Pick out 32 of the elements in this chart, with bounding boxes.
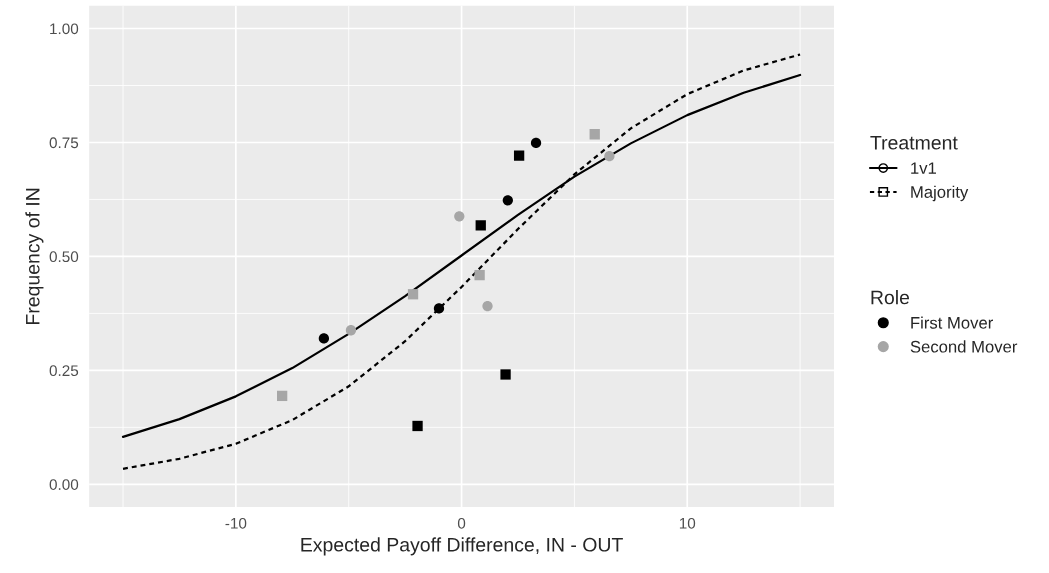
point [500,369,511,380]
point [604,150,615,162]
point [502,195,513,206]
y-tick-label: 0.25 [49,365,79,377]
point [433,303,445,314]
point [318,333,330,344]
text: Role [871,290,910,305]
x-tick-label: 10 [679,517,696,529]
legend-label: Majority [911,185,969,202]
point [530,137,542,149]
x-tick-label: -10 [225,517,247,529]
point [513,150,525,161]
legend-label: 1v1 [911,162,936,174]
y-axis-title: Frequency of IN [25,188,44,324]
legend-label: First Mover [911,316,993,329]
legend-label: Second Mover [910,340,1018,353]
point [589,129,600,140]
point [482,300,493,312]
point [276,390,288,402]
point [474,269,485,281]
text: Treatment [870,136,958,150]
y-tick-label: 0.75 [49,137,79,149]
point [475,220,486,231]
point [407,289,419,300]
y-tick-label: 0.00 [49,479,79,490]
y-tick-label: 0.50 [49,251,79,263]
point [412,420,423,432]
x-axis-title: Expected Payoff Difference, IN - OUT [301,537,623,556]
x-tick-label: 0 [457,517,466,529]
y-tick-label: 1.00 [50,23,79,35]
point [454,211,465,222]
point [345,325,357,336]
